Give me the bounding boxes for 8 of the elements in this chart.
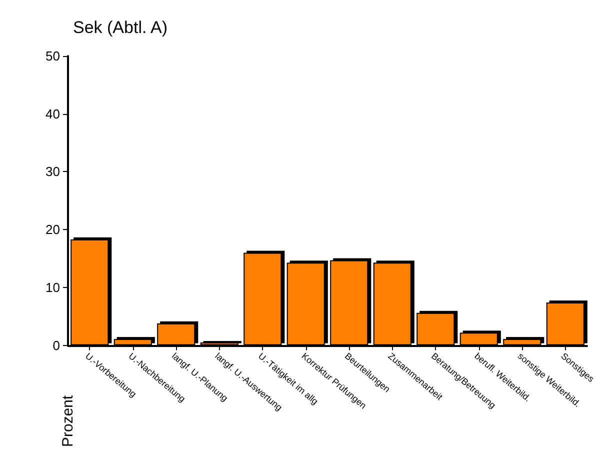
y-tick-label: 50 (46, 48, 60, 64)
y-tick-label: 40 (46, 106, 60, 122)
y-tick-label: 30 (46, 164, 60, 180)
y-tick-label: 0 (52, 338, 60, 353)
y-tick-label: 10 (46, 280, 60, 295)
chart-title: Sek (Abtl. A) (73, 18, 168, 37)
y-axis-title: Prozent (60, 394, 76, 448)
y-tick-label: 20 (46, 222, 60, 238)
